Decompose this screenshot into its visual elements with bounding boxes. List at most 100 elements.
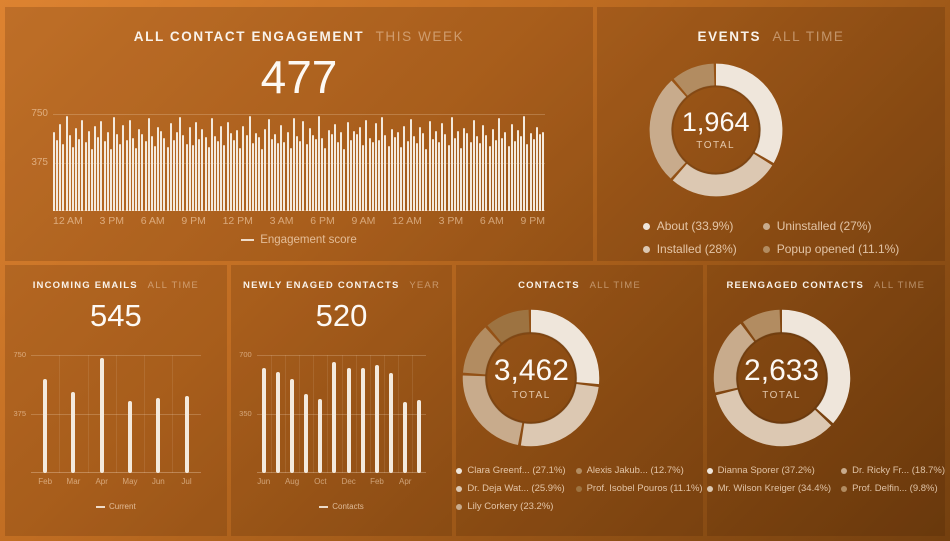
bar <box>504 131 507 211</box>
bar <box>482 125 485 211</box>
bar <box>292 117 295 211</box>
bar <box>138 129 141 211</box>
panel-events[interactable]: EVENTS ALL TIME 1,964 TOTAL About (33.9%) I… <box>597 7 945 261</box>
panel-title-range: YEAR <box>409 280 441 291</box>
bar-series <box>53 114 545 211</box>
bar <box>516 129 519 211</box>
bar <box>141 133 144 211</box>
bar <box>539 133 542 211</box>
panel-title-main: EVENTS <box>697 29 762 44</box>
bar <box>498 118 501 211</box>
bar <box>160 130 163 211</box>
bar <box>264 128 267 211</box>
bar <box>90 148 93 211</box>
bar <box>116 134 119 211</box>
x-axis-tick: Jun <box>257 477 271 486</box>
x-axis-tick: Apr <box>398 477 412 486</box>
x-axis-tick: 6 AM <box>140 215 165 227</box>
bar <box>62 143 65 211</box>
bar <box>513 141 516 211</box>
panel-title-main: NEWLY ENAGED CONTACTS <box>243 280 400 291</box>
x-axis-tick: 3 PM <box>99 215 124 227</box>
legend-dot <box>841 467 848 474</box>
x-axis-tick <box>327 477 341 486</box>
bar <box>529 133 532 211</box>
bar <box>223 144 226 211</box>
donut: 3,462 TOTAL <box>456 303 606 453</box>
panel-title-range: ALL TIME <box>589 280 641 291</box>
bar <box>71 147 74 211</box>
panel-title-range: ALL TIME <box>873 280 926 291</box>
donut-total-value: 2,633 <box>744 353 820 387</box>
panel-contacts[interactable]: CONTACTS ALL TIME 3,462 TOTAL Clara Greenf… <box>456 265 703 536</box>
donut-segment <box>463 309 600 447</box>
legend-label: Contacts <box>332 502 364 511</box>
panel-title-range: ALL TIME <box>147 280 199 291</box>
legend-dot <box>762 245 770 253</box>
x-axis-tick: Oct <box>314 477 327 486</box>
gridline <box>31 355 201 356</box>
bar <box>324 147 327 211</box>
legend-dot <box>706 485 713 492</box>
bar <box>327 130 330 211</box>
panel-incoming-emails[interactable]: INCOMING EMAILS ALL TIME 545 750 375 Feb Ma… <box>5 265 227 536</box>
y-axis-tick: 350 <box>239 409 252 419</box>
panel-reengaged-contacts[interactable]: REENGAGED CONTACTS ALL TIME 2,633 TOTAL Di… <box>706 265 946 536</box>
grid-vline <box>87 355 89 473</box>
bar <box>207 146 210 211</box>
bar <box>360 367 365 473</box>
bar <box>201 129 204 211</box>
legend-label: Lily Corkery (23.2%) <box>467 501 554 512</box>
x-axis-tick: Mar <box>66 477 81 486</box>
bar <box>526 143 529 211</box>
legend-label: Alexis Jakub... (12.7%) <box>586 465 684 476</box>
bar <box>535 127 538 211</box>
bar <box>400 147 403 211</box>
bar <box>255 132 257 211</box>
legend-label: About (33.9%) <box>656 219 734 233</box>
legend-item: Prof. Isobel Pouros (11.1%) <box>575 483 703 494</box>
bar <box>87 131 90 211</box>
bar <box>412 135 415 211</box>
bar <box>523 116 526 211</box>
incoming-emails-bar-chart: 750 375 Feb Mar Apr May Jun Jul Current <box>13 350 201 511</box>
legend-dot <box>575 467 582 474</box>
bar <box>229 133 232 211</box>
bar <box>150 136 153 211</box>
x-axis-tick: Jul <box>181 477 192 486</box>
grid-vline <box>355 355 357 473</box>
bar <box>156 398 161 473</box>
y-axis-tick: 750 <box>13 350 26 360</box>
chart-plot: 700 350 <box>239 350 427 473</box>
bar <box>359 127 362 211</box>
panel-all-contact-engagement[interactable]: ALL CONTACT ENGAGEMENT THIS WEEK 477 750… <box>5 7 593 261</box>
reengaged-donut-chart: 2,633 TOTAL Dianna Sporer (37.2%) Mr. Wilso… <box>706 291 945 494</box>
engagement-bar-chart: 750 375 12 AM 3 PM 6 AM 9 PM 12 PM 3 AM 6 PM 9 AM… <box>31 108 545 246</box>
bar <box>163 137 166 211</box>
bar <box>371 142 374 211</box>
bar <box>277 143 280 211</box>
panel-title: CONTACTS ALL TIME <box>518 265 641 291</box>
bar <box>318 399 323 473</box>
bar <box>332 362 337 473</box>
bar <box>368 137 371 211</box>
bar <box>280 124 283 211</box>
legend-dot <box>762 222 770 230</box>
panel-title-range: THIS WEEK <box>375 29 465 44</box>
bar <box>302 121 305 211</box>
x-axis-tick: 9 PM <box>520 215 545 227</box>
panel-title: REENGAGED CONTACTS ALL TIME <box>726 265 925 291</box>
legend-item: Lily Corkery (23.2%) <box>456 501 565 512</box>
bar <box>457 131 459 211</box>
panel-title: ALL CONTACT ENGAGEMENT THIS WEEK <box>134 7 464 44</box>
legend-label: Uninstalled (27%) <box>776 219 872 233</box>
bar <box>403 401 408 473</box>
bar <box>217 141 220 211</box>
legend-label: Installed (28%) <box>656 242 737 256</box>
donut-total-value: 3,462 <box>493 353 569 387</box>
donut-legend: Clara Greenf... (27.1%) Dr. Deja Wat... (… <box>456 465 703 512</box>
x-axis-tick: Feb <box>370 477 384 486</box>
bar <box>520 135 523 211</box>
panel-newly-engaged-contacts[interactable]: NEWLY ENAGED CONTACTS YEAR 520 700 350 Jun… <box>230 265 453 536</box>
